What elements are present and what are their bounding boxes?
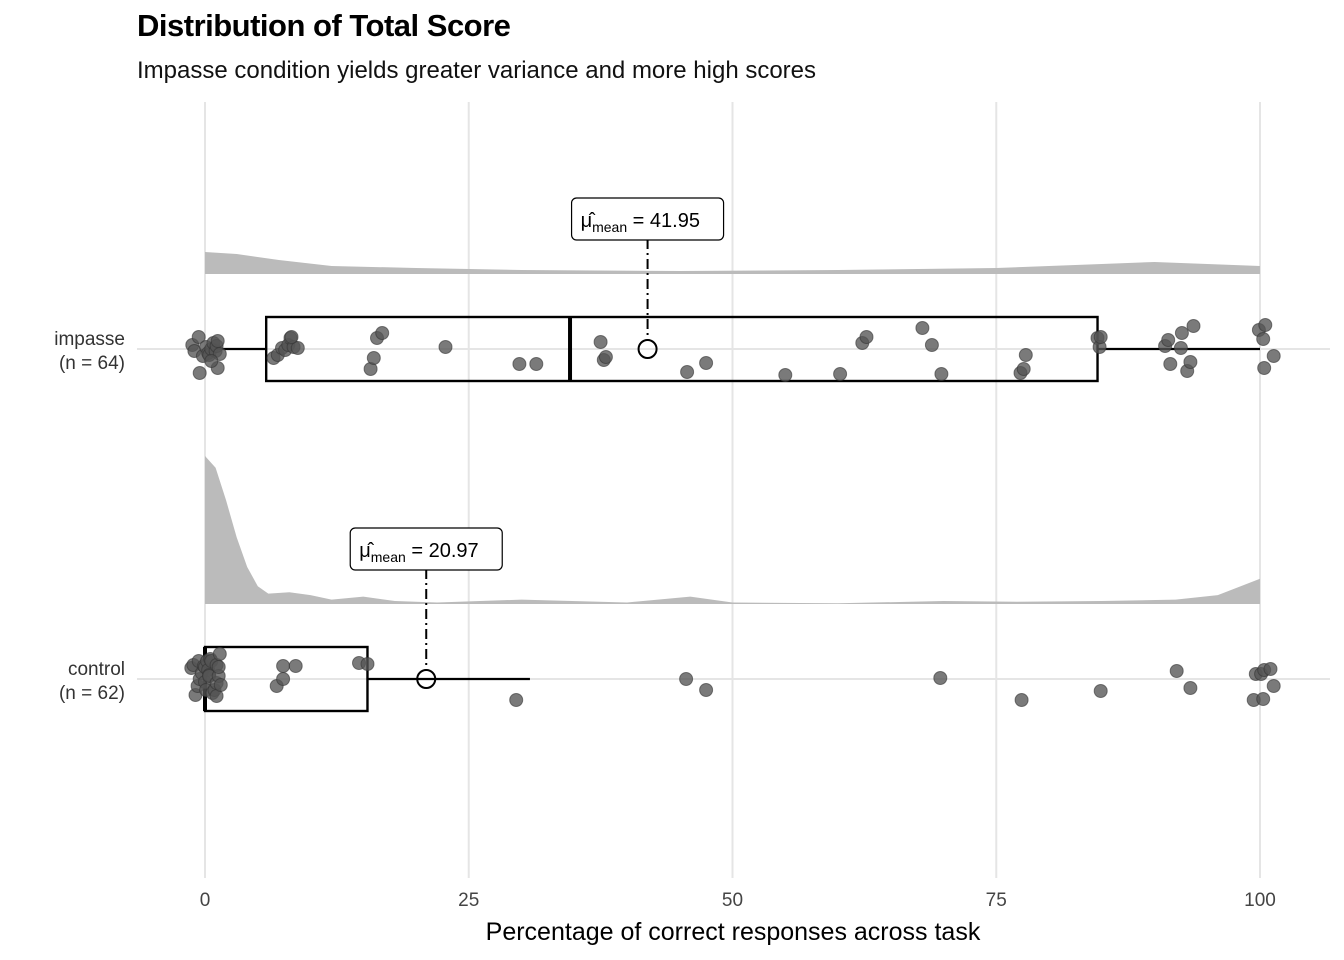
data-point bbox=[1258, 318, 1273, 332]
density-shape bbox=[205, 252, 1260, 274]
data-point bbox=[679, 672, 694, 686]
data-point bbox=[284, 330, 299, 344]
data-point bbox=[276, 659, 291, 673]
data-point bbox=[1183, 355, 1198, 369]
data-point bbox=[509, 693, 524, 707]
data-point bbox=[1257, 361, 1272, 375]
y-tick-label-n: (n = 62) bbox=[59, 683, 125, 704]
y-tick-label-group: control bbox=[68, 659, 125, 680]
data-point bbox=[211, 660, 226, 674]
chart-subtitle: Impasse condition yields greater varianc… bbox=[137, 57, 817, 84]
data-point bbox=[598, 350, 613, 364]
data-point bbox=[699, 356, 714, 370]
x-tick-label: 50 bbox=[722, 890, 743, 911]
data-point bbox=[680, 365, 695, 379]
mean-value: = 20.97 bbox=[406, 540, 479, 562]
x-tick-label: 0 bbox=[200, 890, 211, 911]
mean-label-box bbox=[349, 527, 503, 571]
x-axis-label: Percentage of correct responses across t… bbox=[486, 918, 981, 946]
data-point bbox=[276, 672, 291, 686]
data-point bbox=[1183, 681, 1198, 695]
data-point bbox=[1263, 662, 1278, 676]
grid bbox=[204, 102, 1261, 878]
data-point bbox=[375, 326, 390, 340]
data-point bbox=[360, 657, 375, 671]
y-tick-label-n: (n = 64) bbox=[59, 353, 125, 374]
data-point bbox=[924, 338, 939, 352]
mean-subscript: mean bbox=[371, 549, 406, 565]
chart-title: Distribution of Total Score bbox=[137, 8, 511, 43]
data-point bbox=[859, 330, 874, 344]
data-point bbox=[1174, 326, 1189, 340]
data-point bbox=[1266, 349, 1281, 363]
data-point bbox=[1014, 693, 1029, 707]
data-point bbox=[778, 368, 793, 382]
data-point bbox=[1186, 319, 1201, 333]
y-tick-label-group: impasse bbox=[54, 329, 125, 350]
data-point bbox=[1256, 332, 1271, 346]
data-point bbox=[915, 321, 930, 335]
data-point bbox=[934, 367, 949, 381]
data-point bbox=[529, 357, 544, 371]
data-point bbox=[1016, 362, 1031, 376]
mean-label: μ̂mean = 20.97 bbox=[359, 540, 478, 565]
data-point bbox=[1169, 664, 1184, 678]
data-point bbox=[1093, 684, 1108, 698]
data-point bbox=[933, 671, 948, 685]
data-point bbox=[593, 335, 608, 349]
data-point bbox=[1093, 330, 1108, 344]
data-point bbox=[366, 351, 381, 365]
data-point bbox=[512, 357, 527, 371]
data-point bbox=[1018, 348, 1033, 362]
x-tick-label: 75 bbox=[986, 890, 1007, 911]
data-point bbox=[699, 683, 714, 697]
mean-subscript: mean bbox=[592, 219, 627, 235]
data-point bbox=[213, 678, 228, 692]
data-point bbox=[192, 366, 207, 380]
data-point bbox=[191, 330, 206, 344]
mean-label-box bbox=[570, 197, 725, 241]
data-point bbox=[1163, 357, 1178, 371]
group-control: μ̂mean = 20.97 control (n = 62) bbox=[59, 456, 1330, 713]
x-tick-label: 25 bbox=[458, 890, 479, 911]
data-point bbox=[288, 659, 303, 673]
data-point bbox=[210, 334, 225, 348]
mean-value: = 41.95 bbox=[627, 210, 700, 232]
data-point bbox=[204, 354, 219, 368]
data-point bbox=[212, 647, 227, 661]
data-point bbox=[1266, 679, 1281, 693]
data-point bbox=[833, 367, 848, 381]
data-point bbox=[290, 341, 305, 355]
data-point bbox=[1173, 341, 1188, 355]
data-point bbox=[1161, 333, 1176, 347]
data-point bbox=[1256, 692, 1271, 706]
x-tick-label: 100 bbox=[1244, 890, 1276, 911]
x-axis-ticks: 0 25 50 75 100 bbox=[200, 890, 1276, 911]
data-point bbox=[438, 340, 453, 354]
